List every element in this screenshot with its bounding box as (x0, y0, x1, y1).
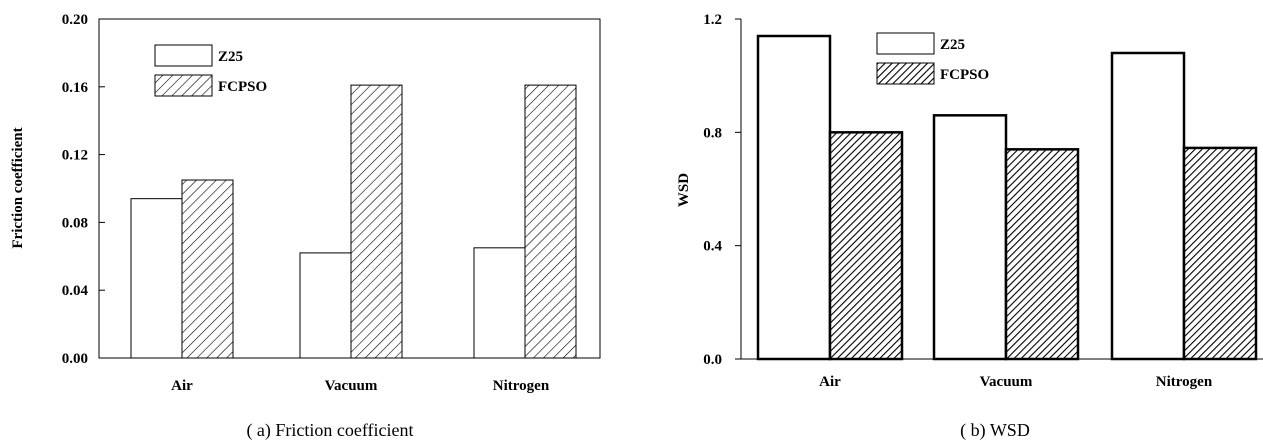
caption-a: ( a) Friction coefficient (246, 420, 413, 441)
y-tick-label: 0.00 (62, 351, 88, 367)
wsd-chart: 0.0 0.4 0.8 1.2 Air Vacuum Nitrogen WSD Z25 F… (676, 12, 1263, 441)
x-tick-label: Nitrogen (1156, 374, 1213, 390)
legend-swatch-fcpso (876, 62, 935, 85)
x-axis: Air Vacuum Nitrogen (171, 378, 550, 394)
y-tick-label: 0.8 (703, 125, 722, 141)
legend-swatch-z25 (876, 32, 935, 55)
y-tick-label: 1.2 (703, 12, 722, 28)
y-axis-label: WSD (676, 173, 692, 207)
bar-z25-vacuum (932, 114, 1008, 361)
x-tick-label: Nitrogen (493, 378, 550, 394)
bar-fcpso-air (181, 179, 234, 359)
bar-fcpso-nitrogen (1182, 146, 1258, 361)
bar-z25-air (130, 198, 183, 359)
bar-fcpso-vacuum (1004, 148, 1080, 361)
bar-fcpso-nitrogen (524, 84, 577, 359)
y-tick-label: 0.12 (62, 148, 88, 164)
caption-b: ( b) WSD (960, 420, 1030, 441)
y-tick-label: 0.08 (62, 215, 88, 231)
friction-coefficient-chart: 0.00 0.04 0.08 0.12 0.16 0.20 Air Vacuum Nitrog… (10, 12, 601, 441)
bar-z25-nitrogen (1110, 51, 1186, 361)
bars (756, 34, 1258, 361)
legend-label-fcpso: FCPSO (218, 79, 267, 95)
bars (130, 84, 577, 359)
bar-z25-nitrogen (473, 247, 526, 359)
legend-label-z25: Z25 (940, 37, 965, 53)
x-axis: Air Vacuum Nitrogen (819, 374, 1213, 390)
legend-label-fcpso: FCPSO (940, 67, 989, 83)
y-axis-label: Friction coefficient (10, 127, 26, 248)
y-tick-label: 0.4 (703, 239, 722, 255)
x-tick-label: Vacuum (325, 378, 378, 394)
y-tick-label: 0.04 (62, 283, 89, 299)
legend-swatch-z25 (154, 44, 213, 67)
legend: Z25 FCPSO (876, 32, 989, 85)
x-tick-label: Vacuum (980, 374, 1033, 390)
bar-z25-air (756, 34, 832, 361)
y-tick-label: 0.20 (62, 12, 88, 28)
y-tick-label: 0.0 (703, 352, 722, 368)
bar-z25-vacuum (299, 252, 352, 359)
bar-fcpso-vacuum (350, 84, 403, 359)
x-tick-label: Air (171, 378, 193, 394)
y-tick-label: 0.16 (62, 80, 89, 96)
legend-swatch-fcpso (154, 74, 213, 97)
legend-label-z25: Z25 (218, 49, 243, 65)
y-axis: 0.0 0.4 0.8 1.2 (703, 12, 741, 368)
y-axis: 0.00 0.04 0.08 0.12 0.16 0.20 (62, 12, 105, 367)
bar-fcpso-air (828, 131, 904, 361)
legend: Z25 FCPSO (154, 44, 267, 97)
x-tick-label: Air (819, 374, 841, 390)
